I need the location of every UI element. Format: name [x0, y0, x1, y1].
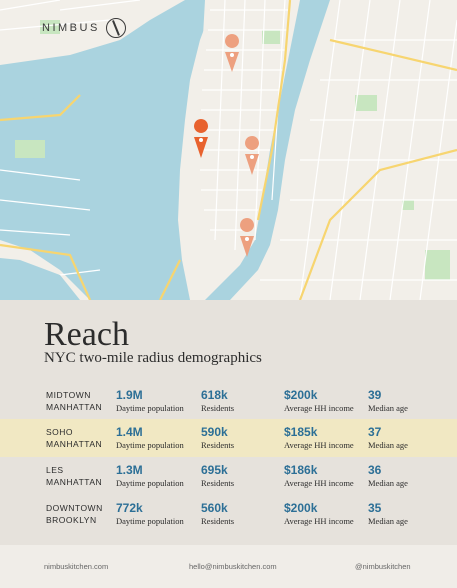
- stat-value: 1.4M: [116, 425, 143, 439]
- location-pin-icon[interactable]: [245, 136, 260, 175]
- brand-name: NIMBUS: [42, 22, 100, 34]
- stat-label: Residents: [201, 440, 235, 450]
- location-pin-icon[interactable]: [240, 218, 255, 257]
- reach-section: Reach NYC two-mile radius demographics M…: [0, 300, 457, 545]
- stat-label: Average HH income: [284, 440, 354, 450]
- median-age-stat: 39 Median age: [368, 389, 408, 414]
- daytime-population-stat: 772k Daytime population: [116, 502, 184, 527]
- neighborhood-name: MIDTOWN MANHATTAN: [46, 390, 103, 412]
- residents-stat: 560k Residents: [201, 502, 234, 527]
- stat-label: Daytime population: [116, 403, 184, 413]
- stat-label: Median age: [368, 403, 408, 413]
- stat-value: $185k: [284, 425, 318, 439]
- neighborhood-name: LES MANHATTAN: [46, 465, 103, 487]
- daytime-population-stat: 1.9M Daytime population: [116, 389, 184, 414]
- income-stat: $185k Average HH income: [284, 426, 354, 451]
- location-pin-icon[interactable]: [194, 119, 209, 158]
- stat-label: Daytime population: [116, 516, 184, 526]
- brand-mark-icon: [105, 18, 126, 38]
- residents-stat: 590k Residents: [201, 426, 234, 451]
- brand-logo: NIMBUS: [42, 18, 126, 38]
- residents-stat: 618k Residents: [201, 389, 234, 414]
- location-pin-icon[interactable]: [225, 34, 240, 72]
- daytime-population-stat: 1.3M Daytime population: [116, 464, 184, 489]
- footer-email-link[interactable]: hello@nimbuskitchen.com: [189, 562, 277, 571]
- table-row: MIDTOWN MANHATTAN 1.9M Daytime population…: [0, 382, 457, 420]
- income-stat: $200k Average HH income: [284, 502, 354, 527]
- residents-stat: 695k Residents: [201, 464, 234, 489]
- stat-value: 36: [368, 463, 382, 477]
- stat-label: Median age: [368, 478, 408, 488]
- neighborhood-name: SOHO MANHATTAN: [46, 427, 103, 449]
- income-stat: $200k Average HH income: [284, 389, 354, 414]
- map[interactable]: [0, 0, 457, 300]
- stat-value: $200k: [284, 501, 318, 515]
- stat-label: Residents: [201, 478, 235, 488]
- footer-social-link[interactable]: @nimbuskitchen: [355, 562, 411, 571]
- stat-label: Residents: [201, 403, 235, 413]
- table-row: SOHO MANHATTAN 1.4M Daytime population 59…: [0, 419, 457, 457]
- stat-value: $200k: [284, 388, 318, 402]
- daytime-population-stat: 1.4M Daytime population: [116, 426, 184, 451]
- stat-value: 39: [368, 388, 382, 402]
- stat-value: 560k: [201, 501, 228, 515]
- footer-website-link[interactable]: nimbuskitchen.com: [44, 562, 109, 571]
- footer: nimbuskitchen.com hello@nimbuskitchen.co…: [0, 545, 457, 588]
- median-age-stat: 35 Median age: [368, 502, 408, 527]
- stat-label: Median age: [368, 440, 408, 450]
- income-stat: $186k Average HH income: [284, 464, 354, 489]
- median-age-stat: 36 Median age: [368, 464, 408, 489]
- table-row: LES MANHATTAN 1.3M Daytime population 695…: [0, 457, 457, 495]
- stat-label: Average HH income: [284, 516, 354, 526]
- stat-label: Average HH income: [284, 403, 354, 413]
- stat-value: 772k: [116, 501, 143, 515]
- stat-value: 1.3M: [116, 463, 143, 477]
- page-subtitle: NYC two-mile radius demographics: [44, 350, 262, 366]
- neighborhood-name: DOWNTOWN BROOKLYN: [46, 503, 103, 525]
- stat-value: 618k: [201, 388, 228, 402]
- stat-value: $186k: [284, 463, 318, 477]
- stat-label: Daytime population: [116, 440, 184, 450]
- stat-value: 35: [368, 501, 382, 515]
- stat-label: Median age: [368, 516, 408, 526]
- page-title: Reach: [44, 316, 129, 353]
- stat-label: Average HH income: [284, 478, 354, 488]
- stat-value: 695k: [201, 463, 228, 477]
- table-row: DOWNTOWN BROOKLYN 772k Daytime population…: [0, 495, 457, 533]
- stat-label: Residents: [201, 516, 235, 526]
- stat-label: Daytime population: [116, 478, 184, 488]
- median-age-stat: 37 Median age: [368, 426, 408, 451]
- stat-value: 1.9M: [116, 388, 143, 402]
- stat-value: 590k: [201, 425, 228, 439]
- stat-value: 37: [368, 425, 382, 439]
